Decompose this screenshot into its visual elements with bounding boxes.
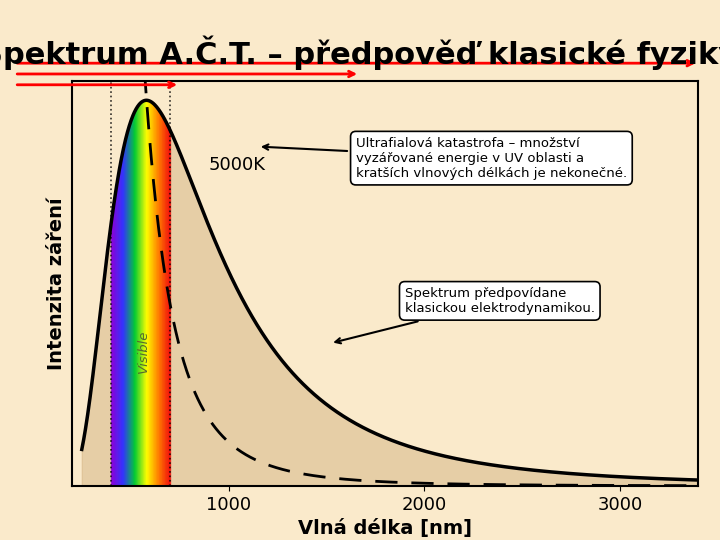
Y-axis label: Intenzita záření: Intenzita záření [48,197,66,370]
Text: 5000K: 5000K [209,156,266,174]
X-axis label: Vlná délka [nm]: Vlná délka [nm] [298,519,472,538]
Text: Spektrum A.Č.T. – předpověď klasické fyziky: Spektrum A.Č.T. – předpověď klasické fyz… [0,35,720,70]
Text: Ultrafialová katastrofa – množství
vyzářované energie v UV oblasti a
kratších vl: Ultrafialová katastrofa – množství vyzář… [263,137,627,180]
Text: Visible: Visible [137,329,150,373]
Text: Spektrum předpovídane
klasickou elektrodynamikou.: Spektrum předpovídane klasickou elektrod… [336,287,595,343]
